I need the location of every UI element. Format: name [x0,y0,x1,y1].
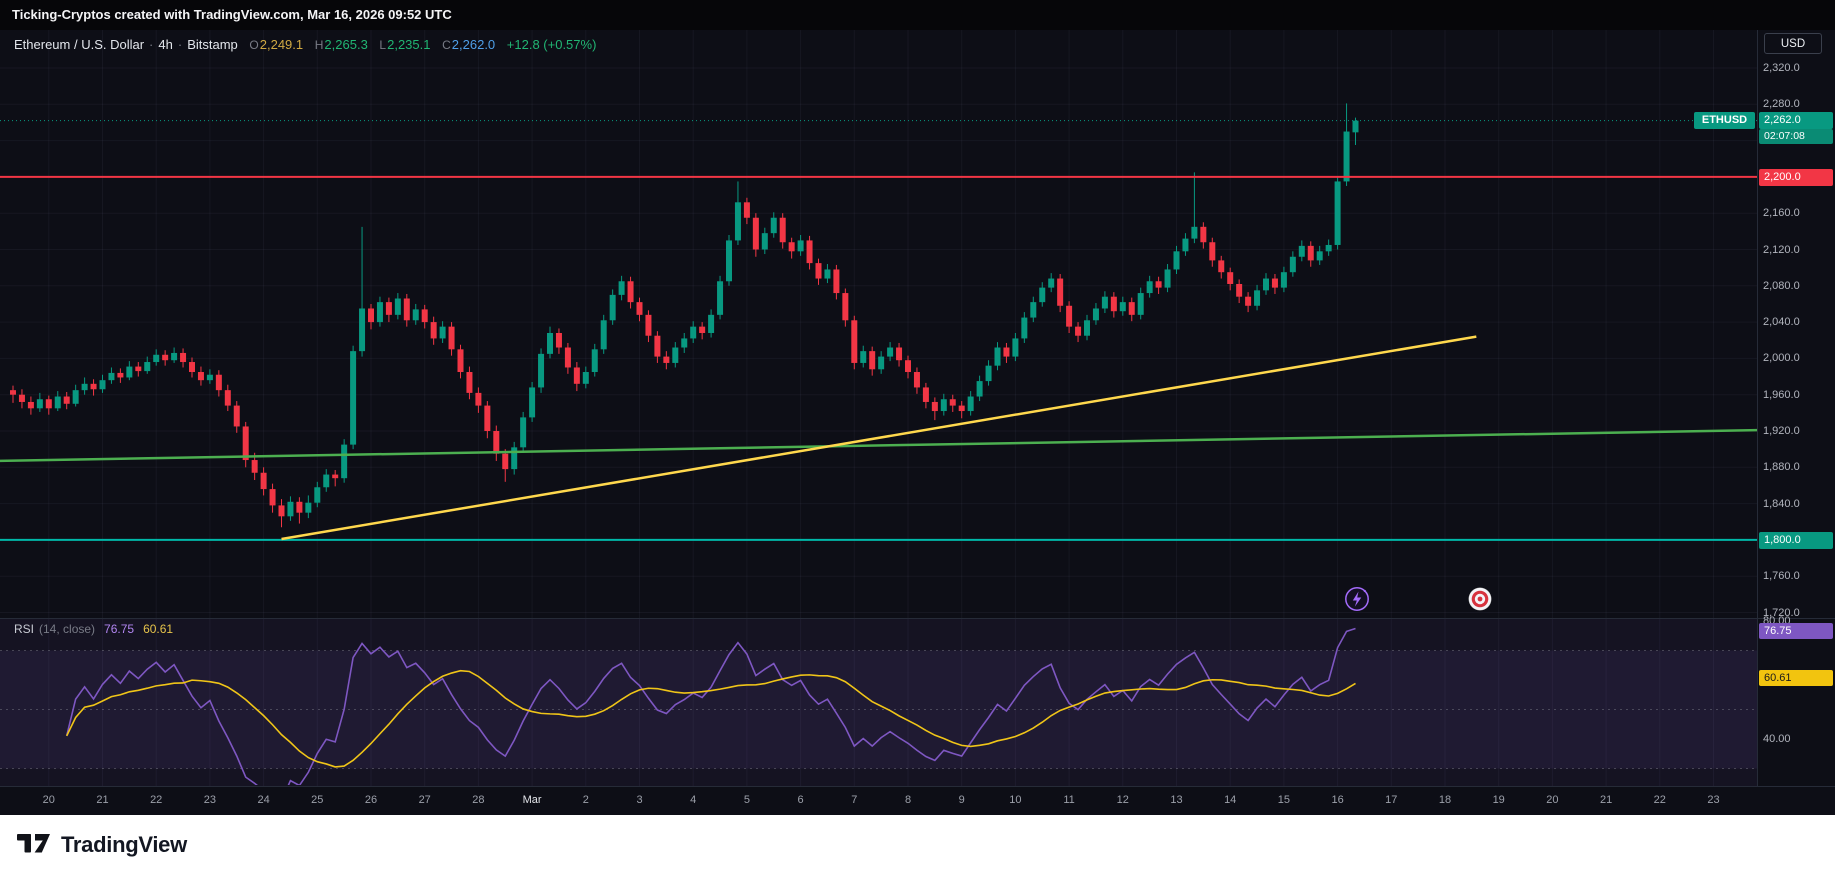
rsi-band-fill [0,650,1757,769]
time-axis-label: 19 [1492,794,1505,806]
last-price-badge: 2,262.0 [1759,111,1833,129]
target-sticker-icon[interactable] [1467,586,1493,612]
interval-label[interactable]: 4h [158,37,173,52]
resistance-price-badge: 2,200.0 [1759,168,1833,186]
rsi-line [65,627,1356,785]
footer-brand-bar: TradingView [0,815,1835,875]
rsi-ma-line [65,669,1356,768]
rsi-params: (14, close) [39,622,96,636]
symbol-header[interactable]: Ethereum / U.S. Dollar · 4h · Bitstamp O2,24… [14,37,596,52]
currency-usd-button[interactable]: USD [1764,33,1822,54]
price-axis-label: 1,720.0 [1763,606,1800,619]
price-axis-label: 2,320.0 [1763,62,1800,74]
price-axis-label: 2,040.0 [1763,316,1800,329]
time-axis-label: 17 [1385,794,1398,806]
close-label: C [442,38,451,52]
time-axis-label: 21 [96,794,109,806]
time-axis-label: 20 [1546,794,1559,806]
price-axis-label: 2,160.0 [1763,207,1800,220]
rsi-current-value: 76.75 [104,622,135,636]
price-chart-canvas[interactable] [0,30,1757,786]
rsi-title[interactable]: RSI [14,622,35,636]
time-axis-label: 28 [472,794,485,806]
price-axis-label: 2,000.0 [1763,352,1800,365]
close-value: 2,262.0 [451,37,496,52]
time-axis-label: 6 [797,794,804,806]
rsi-axis-label: 40.00 [1763,733,1791,745]
price-axis-label: 2,120.0 [1763,243,1800,256]
time-axis-label: 15 [1277,794,1291,806]
price-axis-label: 1,960.0 [1763,388,1800,401]
attribution-text: Ticking-Cryptos created with TradingView… [12,7,452,22]
gridlines [0,30,1757,786]
time-axis-label: 10 [1009,794,1022,806]
time-axis-label: 13 [1170,794,1183,806]
time-axis-label: 22 [150,794,163,806]
time-axis-label: 20 [42,794,55,806]
candles-series[interactable] [10,103,1359,528]
time-axis-label: 2 [582,794,589,806]
open-value: 2,249.1 [259,37,304,52]
time-axis-label: 7 [851,794,858,806]
green-trendline[interactable] [0,428,1757,463]
price-axis-label: 1,880.0 [1763,461,1800,474]
time-axis-label: 16 [1331,794,1344,806]
attribution-bar: Ticking-Cryptos created with TradingView… [0,0,1835,30]
time-axis-label: 5 [743,794,750,806]
rsi-ma-badge: 60.61 [1759,670,1833,687]
symbol-name-badge: ETHUSD [1694,111,1755,129]
time-scale[interactable]: 20 21 22 23 24 25 26 27 28 Mar 2 3 4 5 6 7 8 9 10 11 12 13 14 1… [0,786,1835,815]
lightning-sticker-icon[interactable] [1344,586,1370,612]
tradingview-wordmark[interactable]: TradingView [61,832,187,857]
yellow-trendline[interactable] [281,335,1477,541]
price-axis-label: 1,840.0 [1763,497,1800,510]
low-label: L [379,38,387,52]
price-scale[interactable]: 2,320.0 2,280.0 2,160.0 2,120.0 2,080.0 2,040… [1757,0,1835,815]
time-axis-label: 11 [1063,794,1075,806]
time-axis-label: 14 [1224,794,1237,806]
change-value: +12.8 (+0.57%) [506,37,597,52]
time-axis-label: 27 [418,794,431,806]
time-axis-label: 8 [904,794,912,806]
time-axis-label: 25 [311,794,324,806]
low-value: 2,235.1 [387,37,431,52]
symbol-title[interactable]: Ethereum / U.S. Dollar [14,37,145,52]
time-axis-label: 3 [636,794,643,806]
price-axis-label: 2,280.0 [1763,98,1800,111]
pane-separator[interactable] [0,618,1835,619]
time-axis-label: 9 [958,794,965,806]
high-value: 2,265.3 [324,37,368,52]
support-price-badge: 1,800.0 [1759,531,1833,549]
exchange-label[interactable]: Bitstamp [187,37,238,52]
high-label: H [314,38,324,52]
price-axis-label: 1,760.0 [1763,570,1800,583]
separator-dot: · [149,37,154,52]
rsi-value-badge: 76.75 [1759,622,1833,639]
time-axis-label: 12 [1116,794,1129,806]
time-axis-label: 24 [257,794,270,806]
time-axis-label: 23 [1707,794,1720,806]
time-axis-label: Mar [522,794,542,806]
bar-countdown-badge: 02:07:08 [1759,128,1833,144]
open-label: O [249,38,259,52]
time-axis-label: 18 [1438,794,1452,806]
time-axis-label: 26 [364,794,378,806]
time-axis-label: 4 [690,794,697,806]
price-scale-separator [1757,30,1758,815]
time-axis-label: 22 [1653,794,1666,806]
price-axis-label: 2,080.0 [1763,279,1800,292]
rsi-ma-current-value: 60.61 [143,622,174,636]
tradingview-logo-icon[interactable] [16,830,52,861]
price-axis-label: 1,920.0 [1763,425,1800,437]
separator-dot: · [177,37,183,52]
time-axis-label: 23 [203,794,217,806]
rsi-indicator-label[interactable]: RSI (14, close) 76.75 60.61 [14,622,173,636]
rsi-pane-background [0,618,1757,786]
time-axis-label: 21 [1599,794,1613,806]
